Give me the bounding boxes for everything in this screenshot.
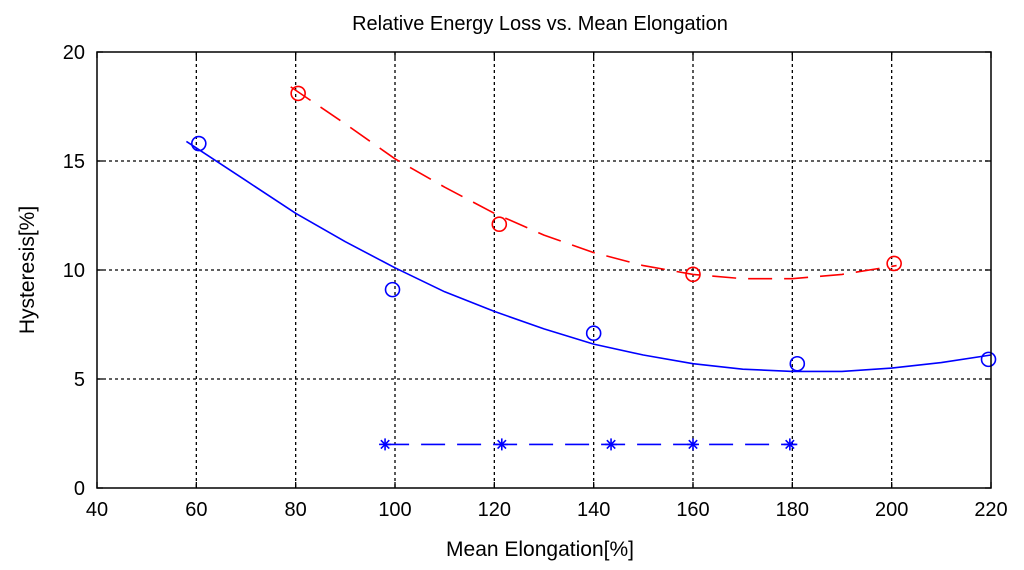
grid [97,52,991,488]
x-tick-label: 160 [676,499,709,521]
y-tick-label: 5 [74,369,85,391]
blue-markers-point [384,281,401,298]
x-axis-label: Mean Elongation[%] [446,538,634,561]
x-tick-label: 100 [378,499,411,521]
red-markers-point [886,255,902,272]
red-markers-point [491,216,508,233]
x-tick-label: 200 [875,499,908,521]
red-markers-point [290,85,306,102]
x-tick-label: 120 [478,499,511,521]
blue-markers-point [980,351,997,368]
x-tick-label: 40 [86,499,108,521]
y-tick-label: 15 [63,151,85,173]
y-axis-label: Hysteresis[%] [16,206,39,334]
blue-fit-line [185,140,992,373]
blue-markers-point [585,325,602,342]
axis-ticks: 40 60 80 100 120 140 160 180 200 220 0 5 10 15 20 [63,42,1008,521]
x-tick-label: 80 [285,499,307,521]
y-tick-label: 0 [74,478,85,500]
x-tick-label: 220 [974,499,1007,521]
blue-markers-point [191,135,207,152]
chart-title: Relative Energy Loss vs. Mean Elongation [352,13,728,35]
y-tick-label: 20 [63,42,85,64]
x-tick-label: 180 [776,499,809,521]
red-fit-line [290,86,897,280]
y-tick-label: 10 [63,260,85,282]
blue-markers-point [789,355,806,372]
plot-series [185,85,997,451]
x-tick-label: 60 [185,499,207,521]
x-tick-label: 140 [577,499,610,521]
